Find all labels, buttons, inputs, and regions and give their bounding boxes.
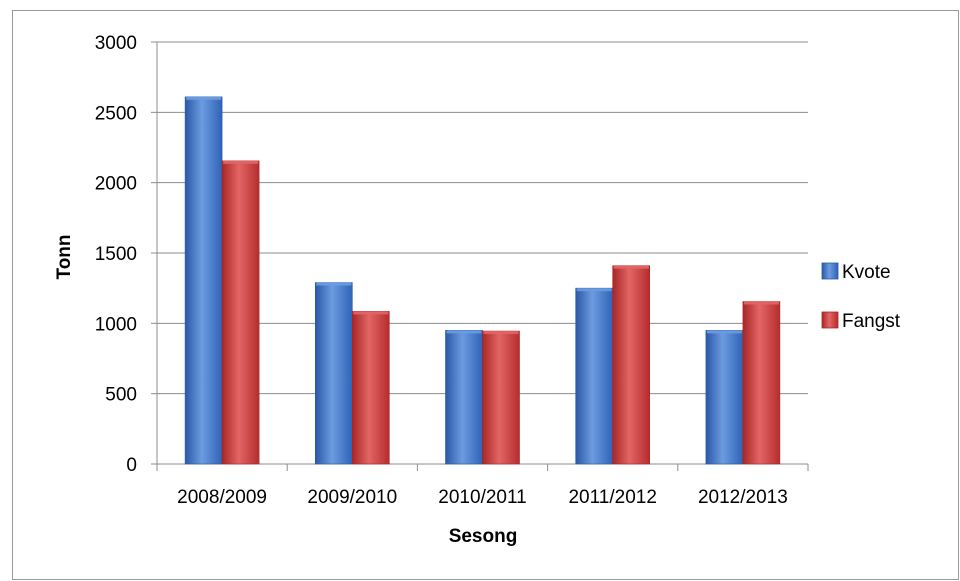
bar-kvote	[314, 282, 353, 465]
legend-swatch	[821, 262, 839, 280]
x-tick-label: 2011/2012	[568, 487, 656, 508]
y-tick-label: 3000	[95, 33, 137, 54]
bar-top-highlight	[743, 301, 779, 305]
y-tick-label: 1500	[95, 244, 137, 265]
gridlines	[157, 41, 808, 395]
bar-fangst	[742, 301, 781, 465]
bar-kvote	[575, 287, 614, 465]
x-tick-label: 2012/2013	[698, 487, 788, 508]
tick-labels: 0 500 1000 1500 2000 2500 3000 2008/2009 2009/20…	[95, 33, 788, 508]
bar-top-highlight	[706, 330, 742, 334]
bar-top-highlight	[186, 96, 222, 100]
bar-top-highlight	[613, 265, 649, 269]
y-tick-label: 1000	[95, 314, 137, 335]
x-axis-title: Sesong	[449, 526, 518, 547]
bar-fangst	[482, 330, 520, 465]
bar-top-highlight	[576, 288, 612, 292]
bar-fangst	[221, 160, 260, 465]
x-tick-label: 2008/2009	[177, 487, 267, 508]
y-tick-label: 2500	[95, 103, 137, 124]
chart-frame	[12, 10, 959, 580]
x-tick-label: 2010/2011	[438, 487, 526, 508]
legend: Kvote Fangst	[821, 262, 901, 332]
y-axis-title: Tonn	[54, 234, 75, 279]
bar-fangst	[612, 265, 651, 465]
bar-top-highlight	[483, 331, 519, 335]
legend-swatch	[821, 311, 839, 329]
y-tick-label: 0	[126, 455, 137, 476]
bars	[184, 96, 781, 465]
bar-top-highlight	[353, 311, 389, 315]
bar-kvote	[705, 330, 744, 465]
legend-label: Kvote	[842, 262, 891, 283]
bar-top-highlight	[223, 160, 259, 164]
legend-item-kvote: Kvote	[821, 262, 891, 283]
bar-kvote	[184, 96, 223, 465]
bar-kvote	[445, 330, 483, 465]
legend-label: Fangst	[842, 311, 901, 332]
x-tick-label: 2009/2010	[307, 487, 397, 508]
y-tick-label: 500	[105, 385, 137, 406]
y-tick-label: 2000	[95, 174, 137, 195]
bar-fangst	[351, 311, 390, 465]
bar-top-highlight	[316, 282, 352, 286]
bar-top-highlight	[446, 330, 482, 334]
legend-item-fangst: Fangst	[821, 311, 901, 332]
